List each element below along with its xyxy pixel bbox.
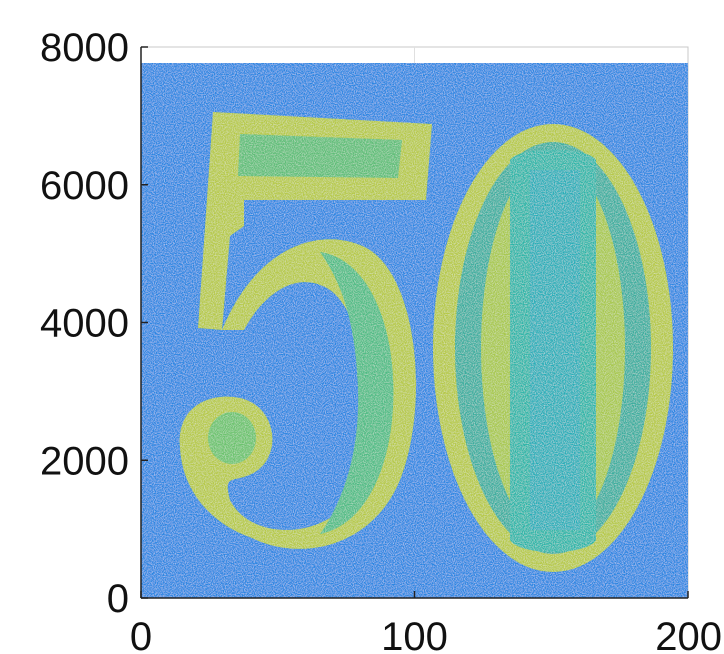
- y-tick-label: 6000: [40, 164, 129, 208]
- x-tick-label: 100: [381, 615, 448, 654]
- y-tick-label: 8000: [40, 26, 129, 70]
- y-tick-label: 4000: [40, 302, 129, 346]
- y-tick-group: 0 2000 4000 6000 8000: [40, 26, 148, 621]
- x-tick-label: 200: [655, 615, 722, 654]
- x-tick-group: 0 100 200: [130, 591, 722, 654]
- digit-zero-region: [433, 124, 673, 572]
- y-tick-label: 2000: [40, 439, 129, 483]
- y-tick-label: 0: [107, 577, 129, 621]
- digit-five-region: [179, 112, 432, 549]
- x-tick-label: 0: [130, 615, 152, 654]
- heatmap-image: [141, 63, 688, 598]
